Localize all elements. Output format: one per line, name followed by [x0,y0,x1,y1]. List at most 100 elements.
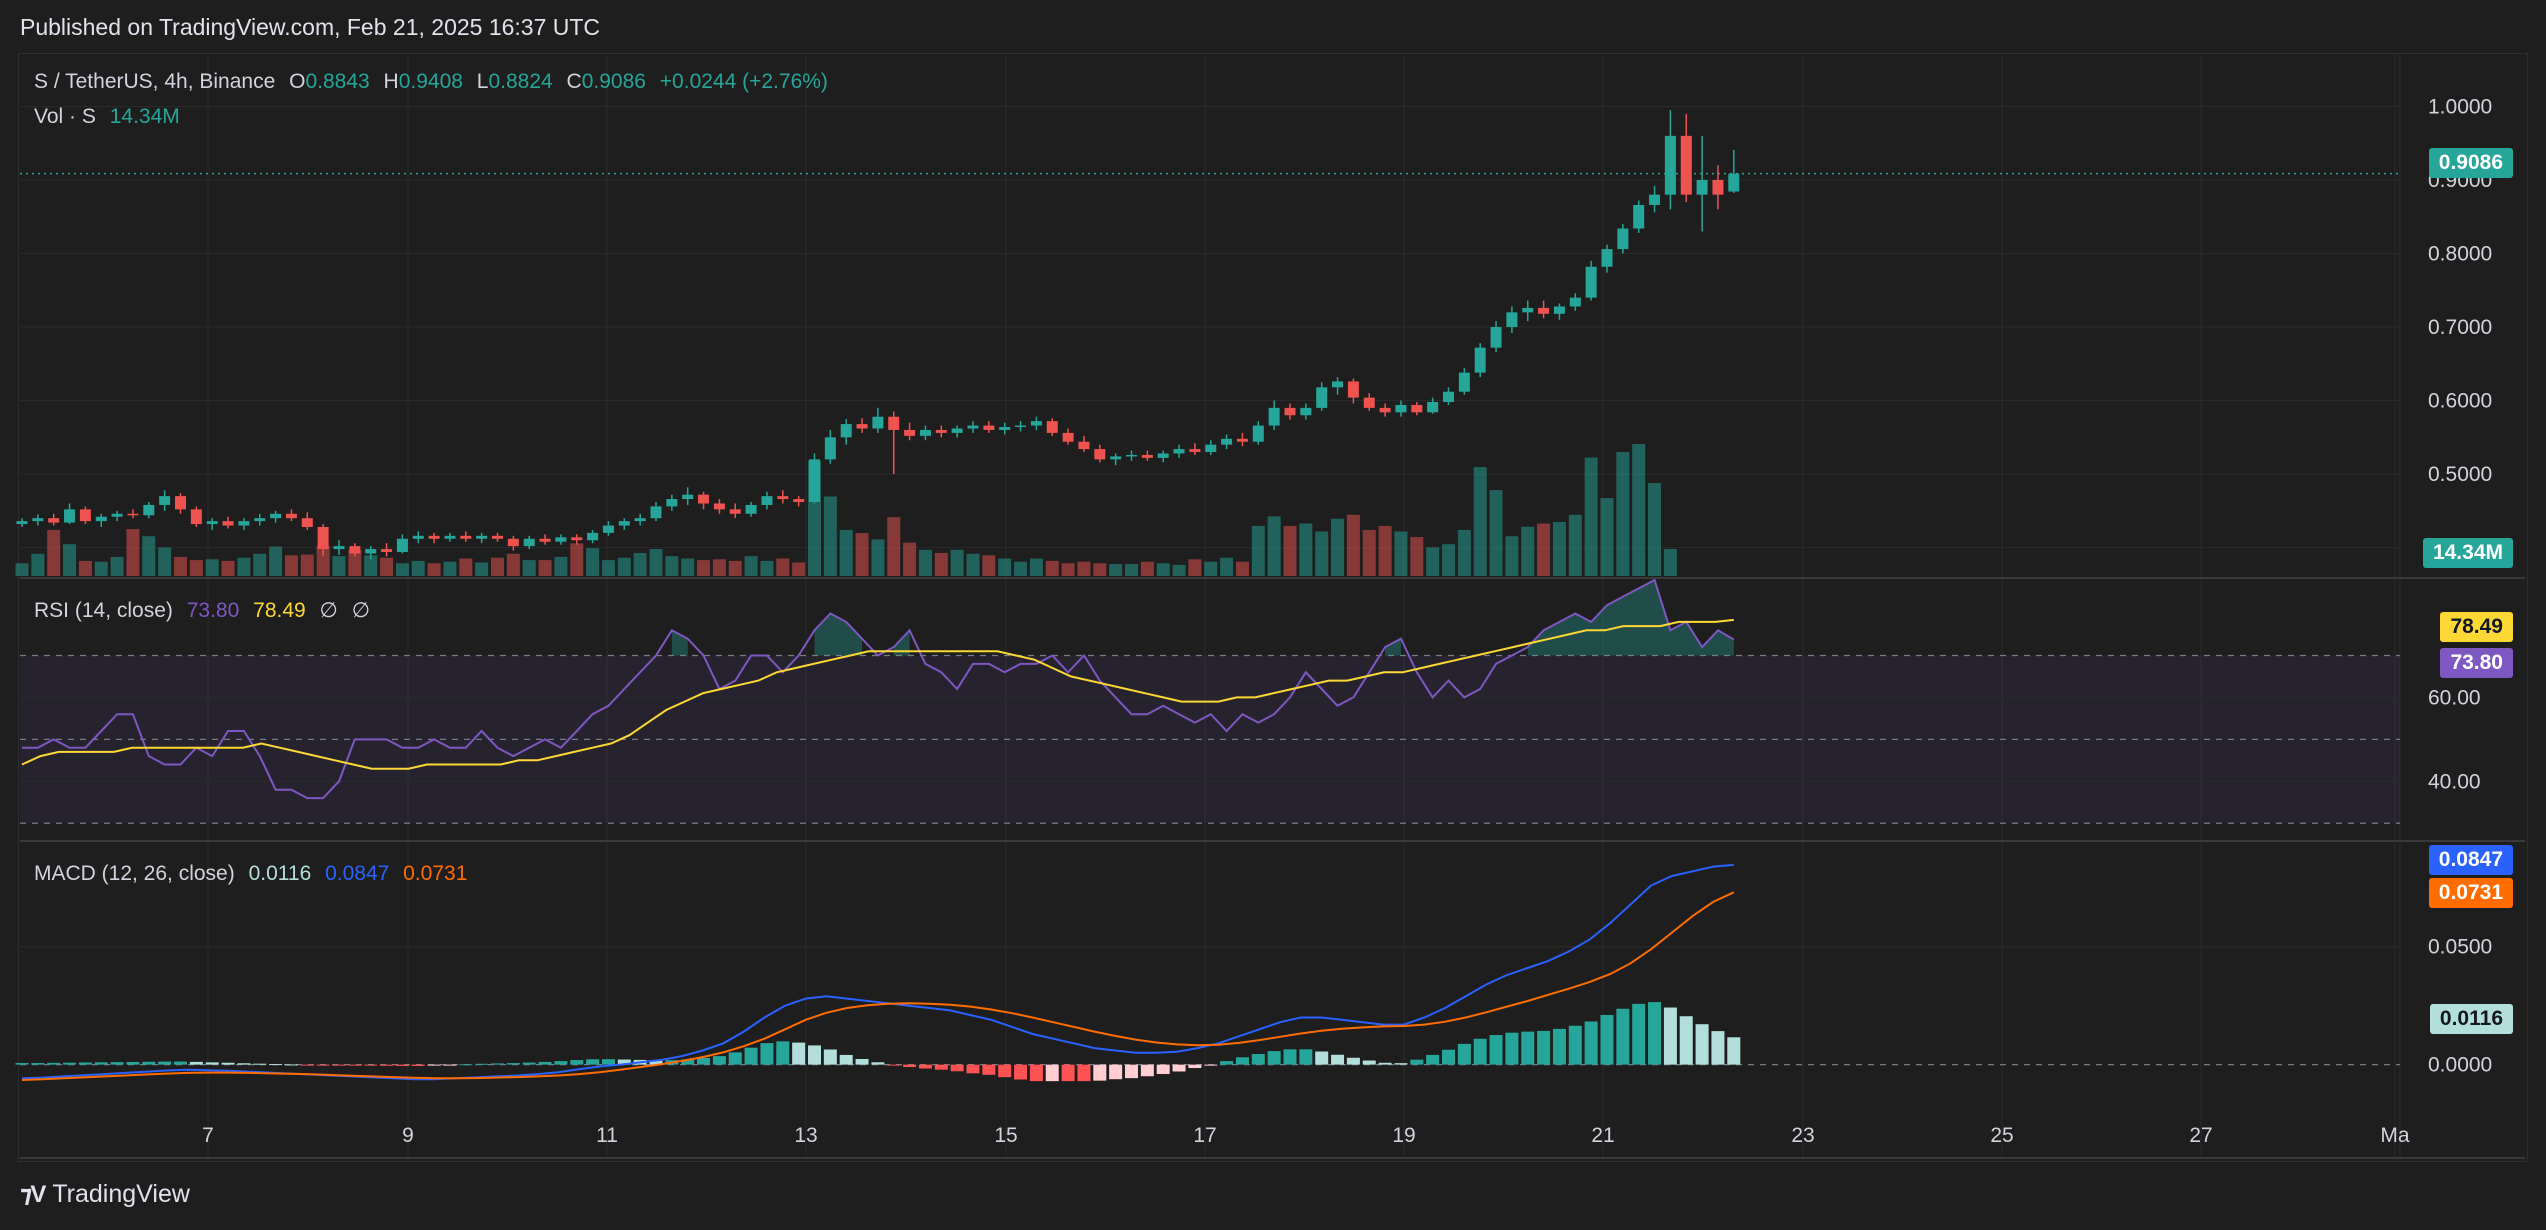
macd-hist-bar [253,1063,267,1065]
date-tick-label: 17 [1193,1124,1216,1147]
macd-hist-bar [1156,1064,1170,1074]
high-label: H [383,70,399,93]
macd-hist-bar [158,1061,172,1065]
candle-body [159,496,171,505]
macd-hist-bar [110,1062,124,1065]
chart-frame[interactable] [18,53,2528,1162]
macd-hist-bar [1568,1025,1582,1065]
macd-hist-bar [189,1061,203,1065]
macd-hist-bar [903,1064,917,1068]
candle-body [1157,453,1169,458]
macd-legend[interactable]: MACD (12, 26, close) 0.0116 0.0847 0.073… [34,862,475,886]
candle-body [349,546,361,554]
candle-body [1078,441,1090,450]
candle-body [270,513,282,519]
candle-body [222,521,234,526]
macd-hist-bar [855,1058,869,1065]
macd-hist-bar [1140,1064,1154,1077]
candle-body [32,518,44,522]
volume-bar [1077,561,1091,576]
symbol-name[interactable]: S / TetherUS, 4h, Binance [34,70,276,93]
candle-body [555,537,567,542]
candle-body [872,416,884,429]
volume-bar [1362,529,1376,576]
date-tick-label: 25 [1990,1124,2013,1147]
volume-bar [1394,531,1408,576]
macd-hist-bar [284,1064,298,1066]
candle-body [1712,179,1724,195]
rsi-tick-label: 60.00 [2428,686,2481,709]
volume-bar [411,560,425,576]
candle-body [602,525,614,533]
candle-body [111,513,123,517]
macd-hist-bar [744,1047,758,1065]
macd-hist-bar [1362,1060,1376,1065]
macd-hist-bar [601,1059,615,1065]
volume-bar [966,553,980,576]
candle-body [1474,347,1486,373]
rsi-legend[interactable]: RSI (14, close) 73.80 78.49 ∅ ∅ [34,598,378,623]
volume-bar [395,563,409,576]
rsi-pane [21,578,1735,800]
volume-bar [982,555,996,576]
candle-body [1284,407,1296,416]
candle-body [444,535,456,539]
candle-body [301,518,313,528]
macd-hist-bar [522,1062,536,1065]
macd-hist-bar [887,1064,901,1066]
candle-body [206,521,218,525]
candle-body [1252,425,1264,442]
volume-bar [1315,531,1329,576]
macd-hist-bar [1695,1024,1709,1065]
volume-bar [459,558,473,576]
symbol-legend[interactable]: S / TetherUS, 4h, Binance O0.8843 H0.940… [34,70,836,94]
candle-body [682,494,694,500]
candle-body [1189,449,1201,453]
macd-hist-bar [871,1062,885,1065]
volume-legend[interactable]: Vol · S 14.34M [34,105,188,129]
candle-body [1585,266,1597,298]
candle-body [523,538,535,547]
candle-body [1141,454,1153,458]
macd-hist-bar [1299,1049,1313,1065]
candle-body [1490,327,1502,348]
candle-body [983,425,995,430]
candle-body [95,516,107,522]
volume-bar [792,562,806,576]
volume-bar [110,556,124,576]
date-tick-label: 19 [1392,1124,1415,1147]
low-value: 0.8824 [488,70,553,93]
candle-body [254,518,266,522]
volume-bar [649,548,663,576]
change-value: +0.0244 (+2.76%) [659,70,828,93]
macd-hist-bar [1410,1059,1424,1065]
volume-bar [1204,561,1218,576]
candle-body [48,518,60,523]
volume-bar [697,560,711,576]
candle-body [999,427,1011,430]
candle-body [761,496,773,505]
macd-hist-bar [63,1062,77,1065]
macd-hist-bar [1394,1063,1408,1065]
candle-body [777,496,789,500]
brand[interactable]: ⁊V TradingView [20,1180,190,1209]
candle-body [175,496,186,510]
volume-bar [1584,457,1598,576]
candle-body [1538,307,1550,314]
macd-hist-bar [1014,1064,1028,1080]
volume-bar [855,533,869,576]
volume-bar [174,556,187,576]
macd-hist-bar [78,1062,92,1065]
macd-hist-bar [475,1063,489,1065]
low-label: L [476,70,489,93]
candle-body [840,424,852,438]
macd-hist-bar [1077,1064,1091,1082]
volume-bar [728,560,742,576]
candle-body [571,537,583,541]
volume-bar [1426,547,1440,576]
macd-hist-bar [586,1059,600,1065]
macd-hist-bar [697,1057,711,1065]
date-tick-label: 13 [794,1124,817,1147]
price-tick-label: 0.8000 [2428,243,2492,266]
